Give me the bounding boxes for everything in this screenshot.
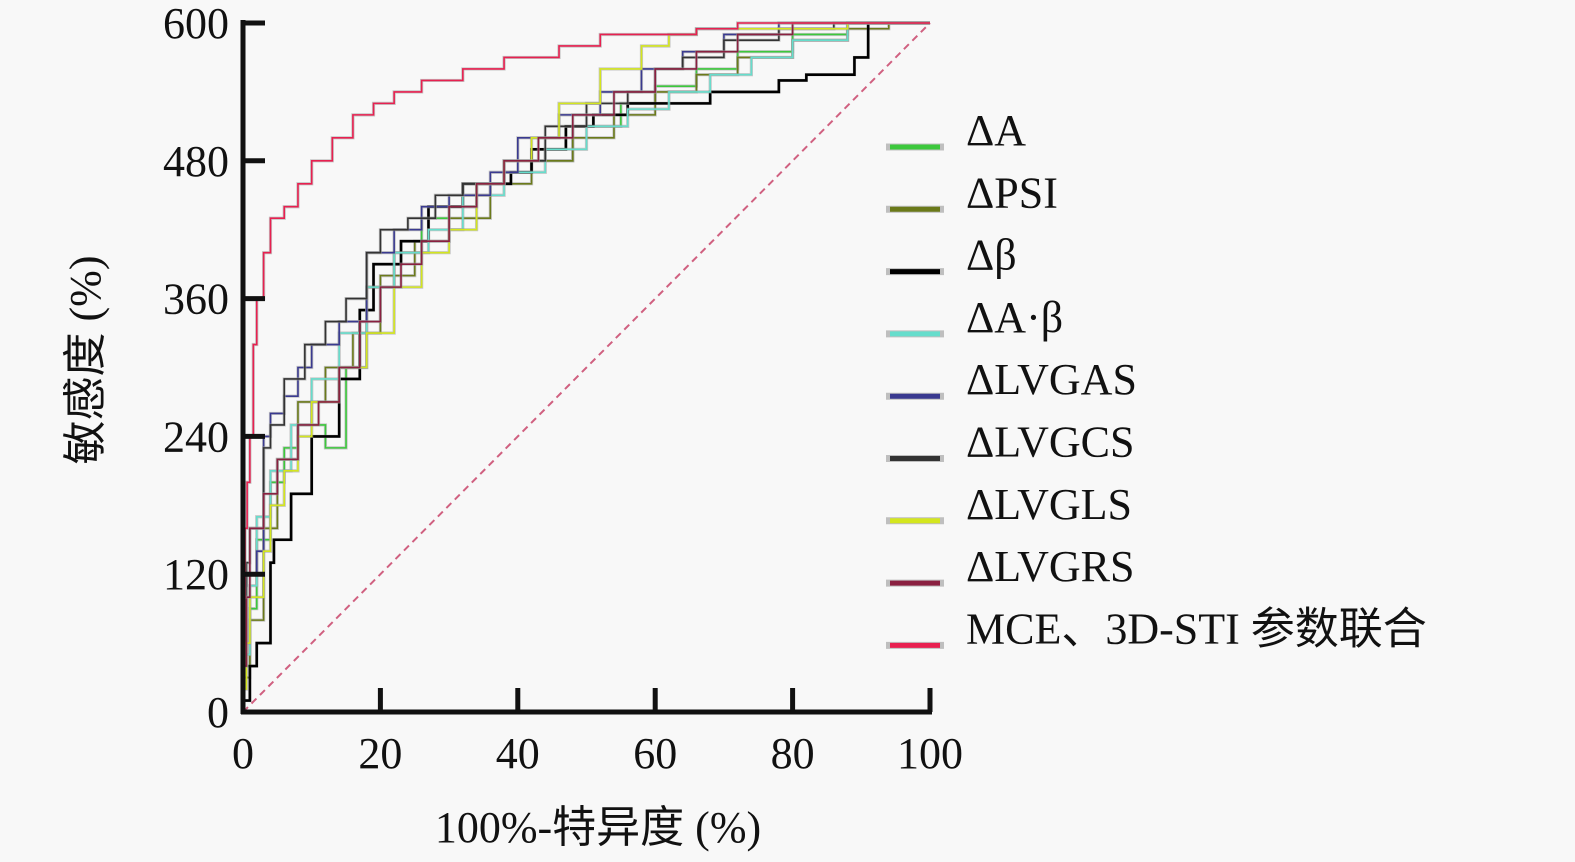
x-tick-label-2: 40 <box>496 729 540 778</box>
x-tick-label-5: 100 <box>897 729 963 778</box>
reference-diagonal-line <box>242 22 931 713</box>
y-tick-label-4: 480 <box>163 137 229 186</box>
legend-label-3: ΔA·β <box>966 293 1063 342</box>
series-line-7 <box>242 22 930 712</box>
legend-label-1: ΔPSI <box>966 168 1058 217</box>
x-tick-label-1: 20 <box>358 729 402 778</box>
x-ticks: 0 20 40 60 80 100 <box>232 688 963 778</box>
y-tick-label-3: 360 <box>163 275 229 324</box>
y-tick-label-5: 600 <box>163 0 229 48</box>
x-tick-label-0: 0 <box>232 729 254 778</box>
x-tick-label-3: 60 <box>633 729 677 778</box>
y-tick-label-2: 240 <box>163 412 229 461</box>
legend-label-6: ΔLVGLS <box>966 480 1132 529</box>
y-ticks: 0 120 240 360 480 600 <box>163 0 265 737</box>
axes: 0 120 240 360 480 600 0 20 40 60 80 100 <box>163 0 963 778</box>
legend-label-0: ΔA <box>966 106 1026 155</box>
legend-label-8: MCE、3D-STI 参数联合 <box>966 604 1427 653</box>
x-tick-label-4: 80 <box>771 729 815 778</box>
x-axis-title: 100%-特异度 (%) <box>435 803 761 852</box>
y-axis-title: 敏感度 (%) <box>61 256 110 465</box>
y-tick-label-1: 120 <box>163 550 229 599</box>
series-line-5 <box>242 22 930 712</box>
legend-label-5: ΔLVGCS <box>966 418 1135 467</box>
y-tick-label-0: 0 <box>207 688 229 737</box>
legend-label-4: ΔLVGAS <box>966 355 1137 404</box>
legend-label-2: Δβ <box>966 231 1017 280</box>
legend-label-7: ΔLVGRS <box>966 542 1135 591</box>
legend: ΔA ΔPSI Δβ ΔA·β ΔLVGAS ΔLVGCS ΔLVGLS ΔLVGRS MCE、… <box>886 106 1427 653</box>
